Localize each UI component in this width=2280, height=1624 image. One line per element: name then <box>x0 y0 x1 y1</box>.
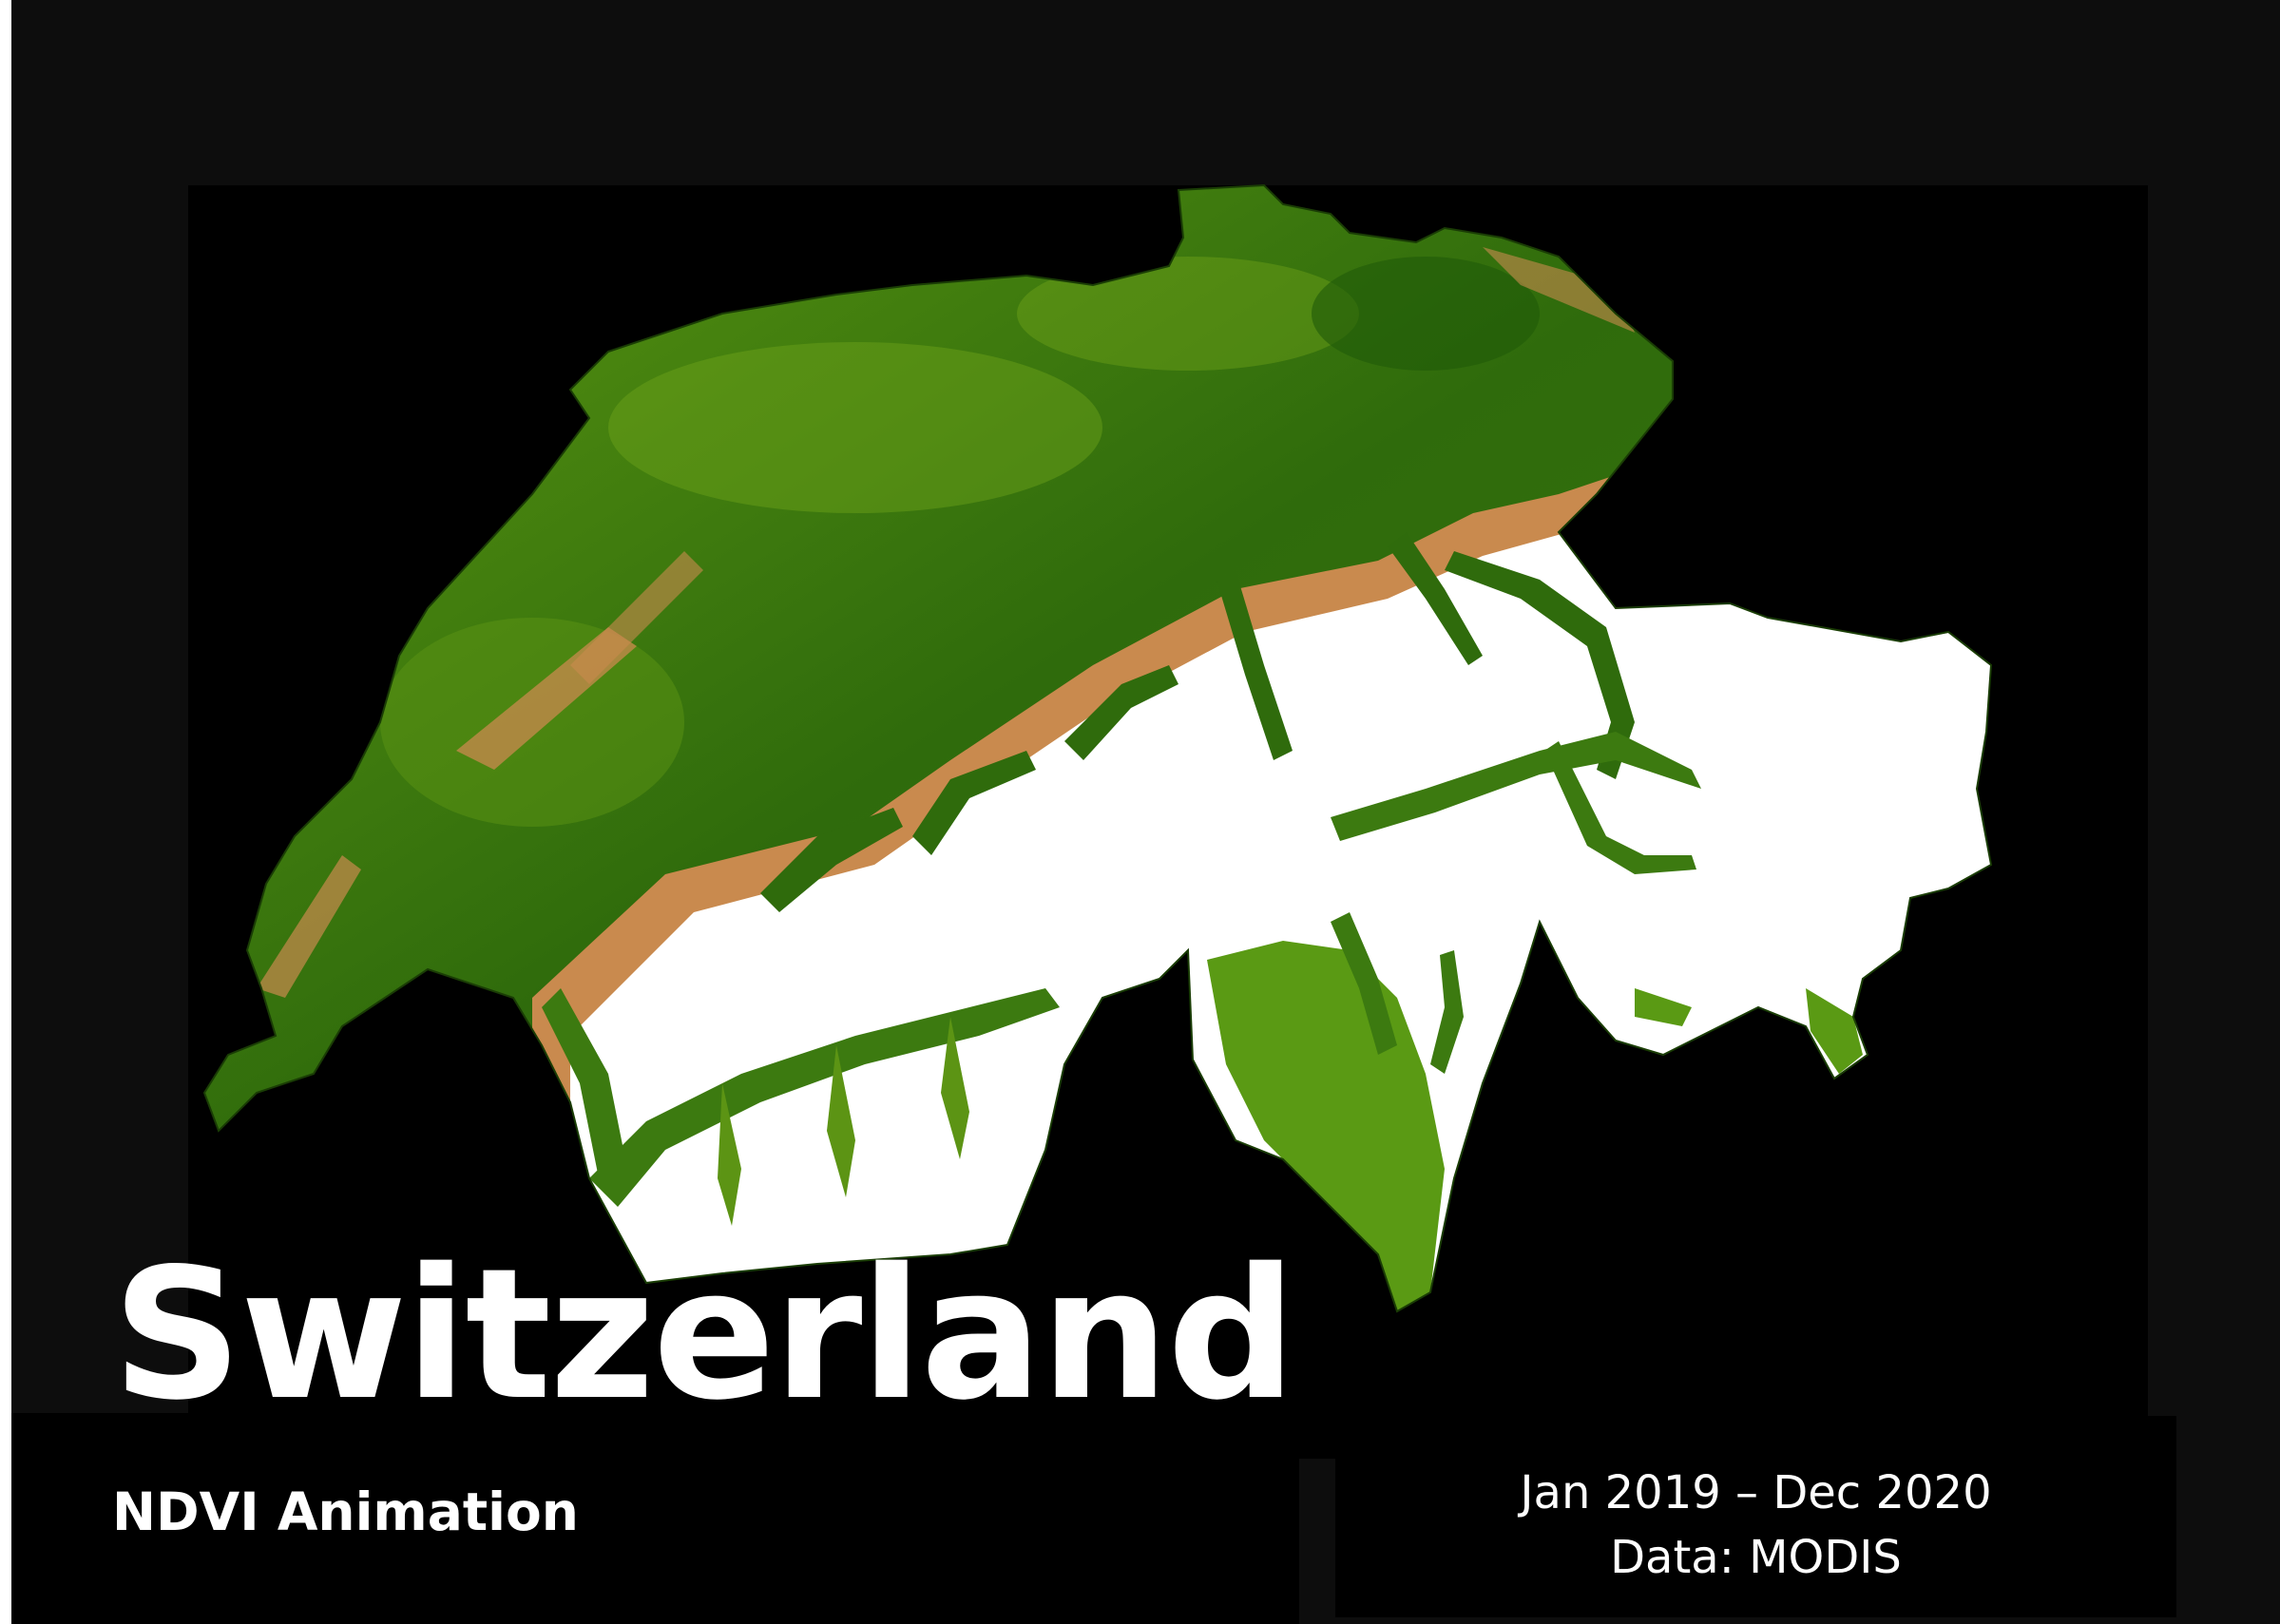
data-source: Data: MODIS <box>1610 1531 1902 1584</box>
info-block: Jan 2019 – Dec 2020 Data: MODIS <box>1335 1461 2176 1590</box>
map-title: Switzerland <box>112 1230 1296 1440</box>
bottom-left-panel <box>11 1413 1299 1624</box>
country-outline <box>202 183 1993 1313</box>
map-subtitle: NDVI Animation <box>112 1481 579 1542</box>
left-edge-strip <box>0 0 11 1624</box>
time-period: Jan 2019 – Dec 2020 <box>1520 1466 1992 1519</box>
rhone-valley <box>589 988 1060 1207</box>
bottom-right-panel <box>1335 1416 2176 1617</box>
